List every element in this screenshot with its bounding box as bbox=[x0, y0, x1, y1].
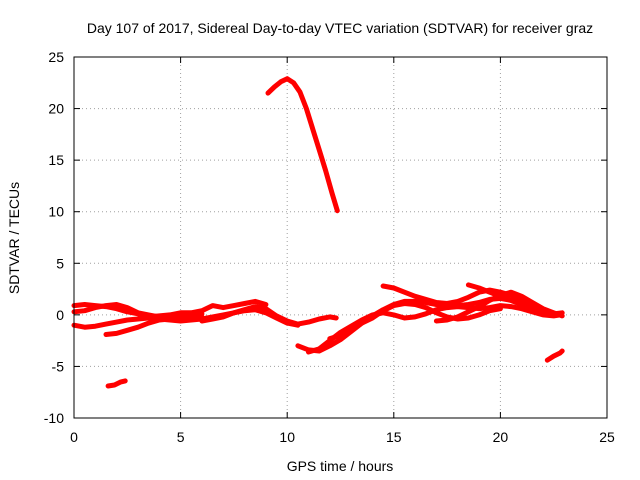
series-arc-b bbox=[71, 302, 205, 321]
x-tick-label: 20 bbox=[493, 429, 509, 445]
chart-title: Day 107 of 2017, Sidereal Day-to-day VTE… bbox=[87, 20, 593, 36]
ticks: 0 5 10 15 20 25 -10 -5 0 5 10 15 20 25 bbox=[44, 49, 615, 445]
x-tick-label: 15 bbox=[386, 429, 402, 445]
series-group bbox=[71, 76, 565, 389]
y-tick-label: -5 bbox=[52, 358, 65, 374]
y-tick-label: 15 bbox=[48, 152, 64, 168]
y-tick-label: 5 bbox=[56, 255, 64, 271]
plot-frame bbox=[73, 56, 608, 419]
series-arc-h bbox=[327, 301, 503, 342]
x-tick-label: 0 bbox=[70, 429, 78, 445]
x-tick-label: 5 bbox=[177, 429, 185, 445]
series-arc-d bbox=[103, 314, 205, 337]
y-tick-label: 10 bbox=[48, 204, 64, 220]
y-axis-label: SDTVAR / TECUs bbox=[6, 182, 22, 294]
x-tick-label: 10 bbox=[279, 429, 295, 445]
series-arc-i bbox=[380, 283, 557, 318]
y-tick-label: 0 bbox=[56, 307, 64, 323]
grid bbox=[74, 57, 607, 418]
series-arc-e bbox=[199, 304, 339, 327]
y-tick-label: -10 bbox=[44, 410, 64, 426]
series-arc-g bbox=[306, 303, 563, 355]
series-arc-peak bbox=[265, 76, 340, 214]
x-tick-label: 25 bbox=[599, 429, 615, 445]
series-arc-l bbox=[105, 378, 128, 389]
series-arc-k bbox=[465, 282, 546, 314]
y-tick-label: 20 bbox=[48, 101, 64, 117]
series-arc-m bbox=[544, 348, 565, 363]
y-tick-label: 25 bbox=[48, 49, 64, 65]
x-axis-label: GPS time / hours bbox=[287, 458, 394, 474]
